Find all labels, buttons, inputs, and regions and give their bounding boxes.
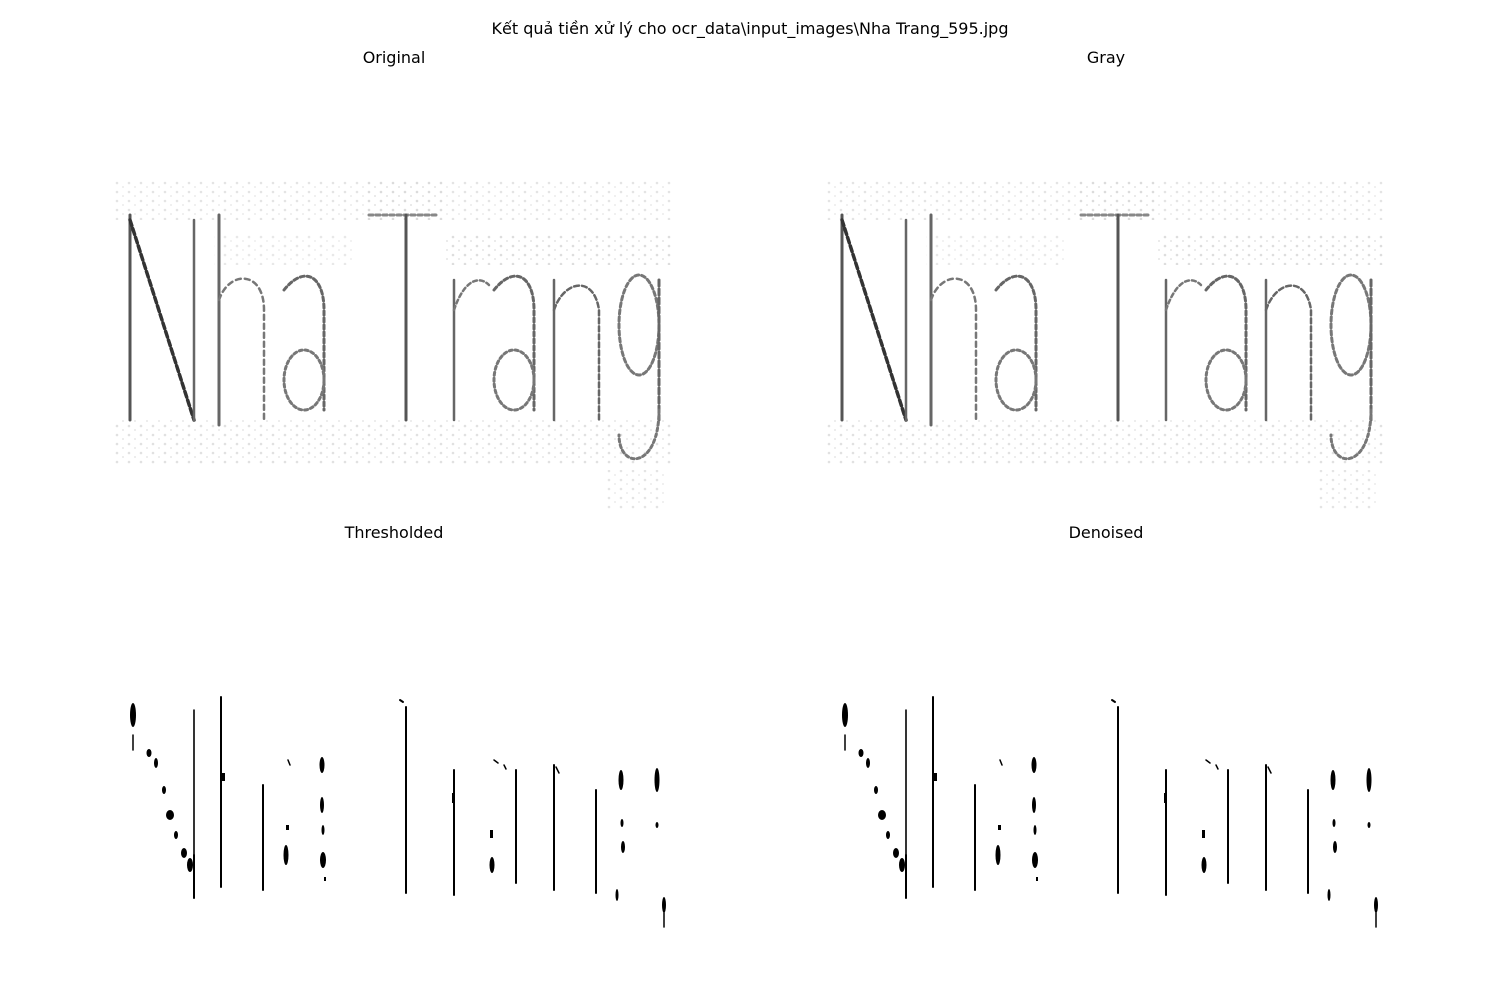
nha-trang-thresholded-image bbox=[130, 696, 666, 928]
panel-title-thresholded: Thresholded bbox=[344, 523, 444, 542]
panel-gray bbox=[826, 180, 1386, 510]
panel-denoised bbox=[826, 655, 1386, 985]
panel-title-gray: Gray bbox=[1086, 48, 1126, 67]
panel-title-denoised: Denoised bbox=[1068, 523, 1144, 542]
panel-thresholded bbox=[114, 655, 674, 985]
panel-title-original: Original bbox=[362, 48, 426, 67]
figure-title: Kết quả tiền xử lý cho ocr_data\input_im… bbox=[491, 19, 1009, 38]
nha-trang-gray-image bbox=[826, 180, 1386, 510]
nha-trang-original-image bbox=[114, 180, 674, 510]
panel-original bbox=[114, 180, 674, 510]
nha-trang-denoised-image bbox=[842, 696, 1378, 928]
